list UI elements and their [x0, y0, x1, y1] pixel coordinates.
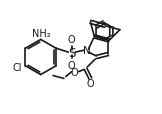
- Text: N: N: [83, 46, 90, 56]
- Text: Cl: Cl: [13, 62, 22, 72]
- Text: S: S: [68, 46, 75, 59]
- Text: O: O: [68, 35, 75, 45]
- Text: O: O: [87, 79, 94, 89]
- Text: O: O: [68, 60, 75, 70]
- Text: O: O: [71, 67, 79, 77]
- Text: NH₂: NH₂: [32, 28, 51, 38]
